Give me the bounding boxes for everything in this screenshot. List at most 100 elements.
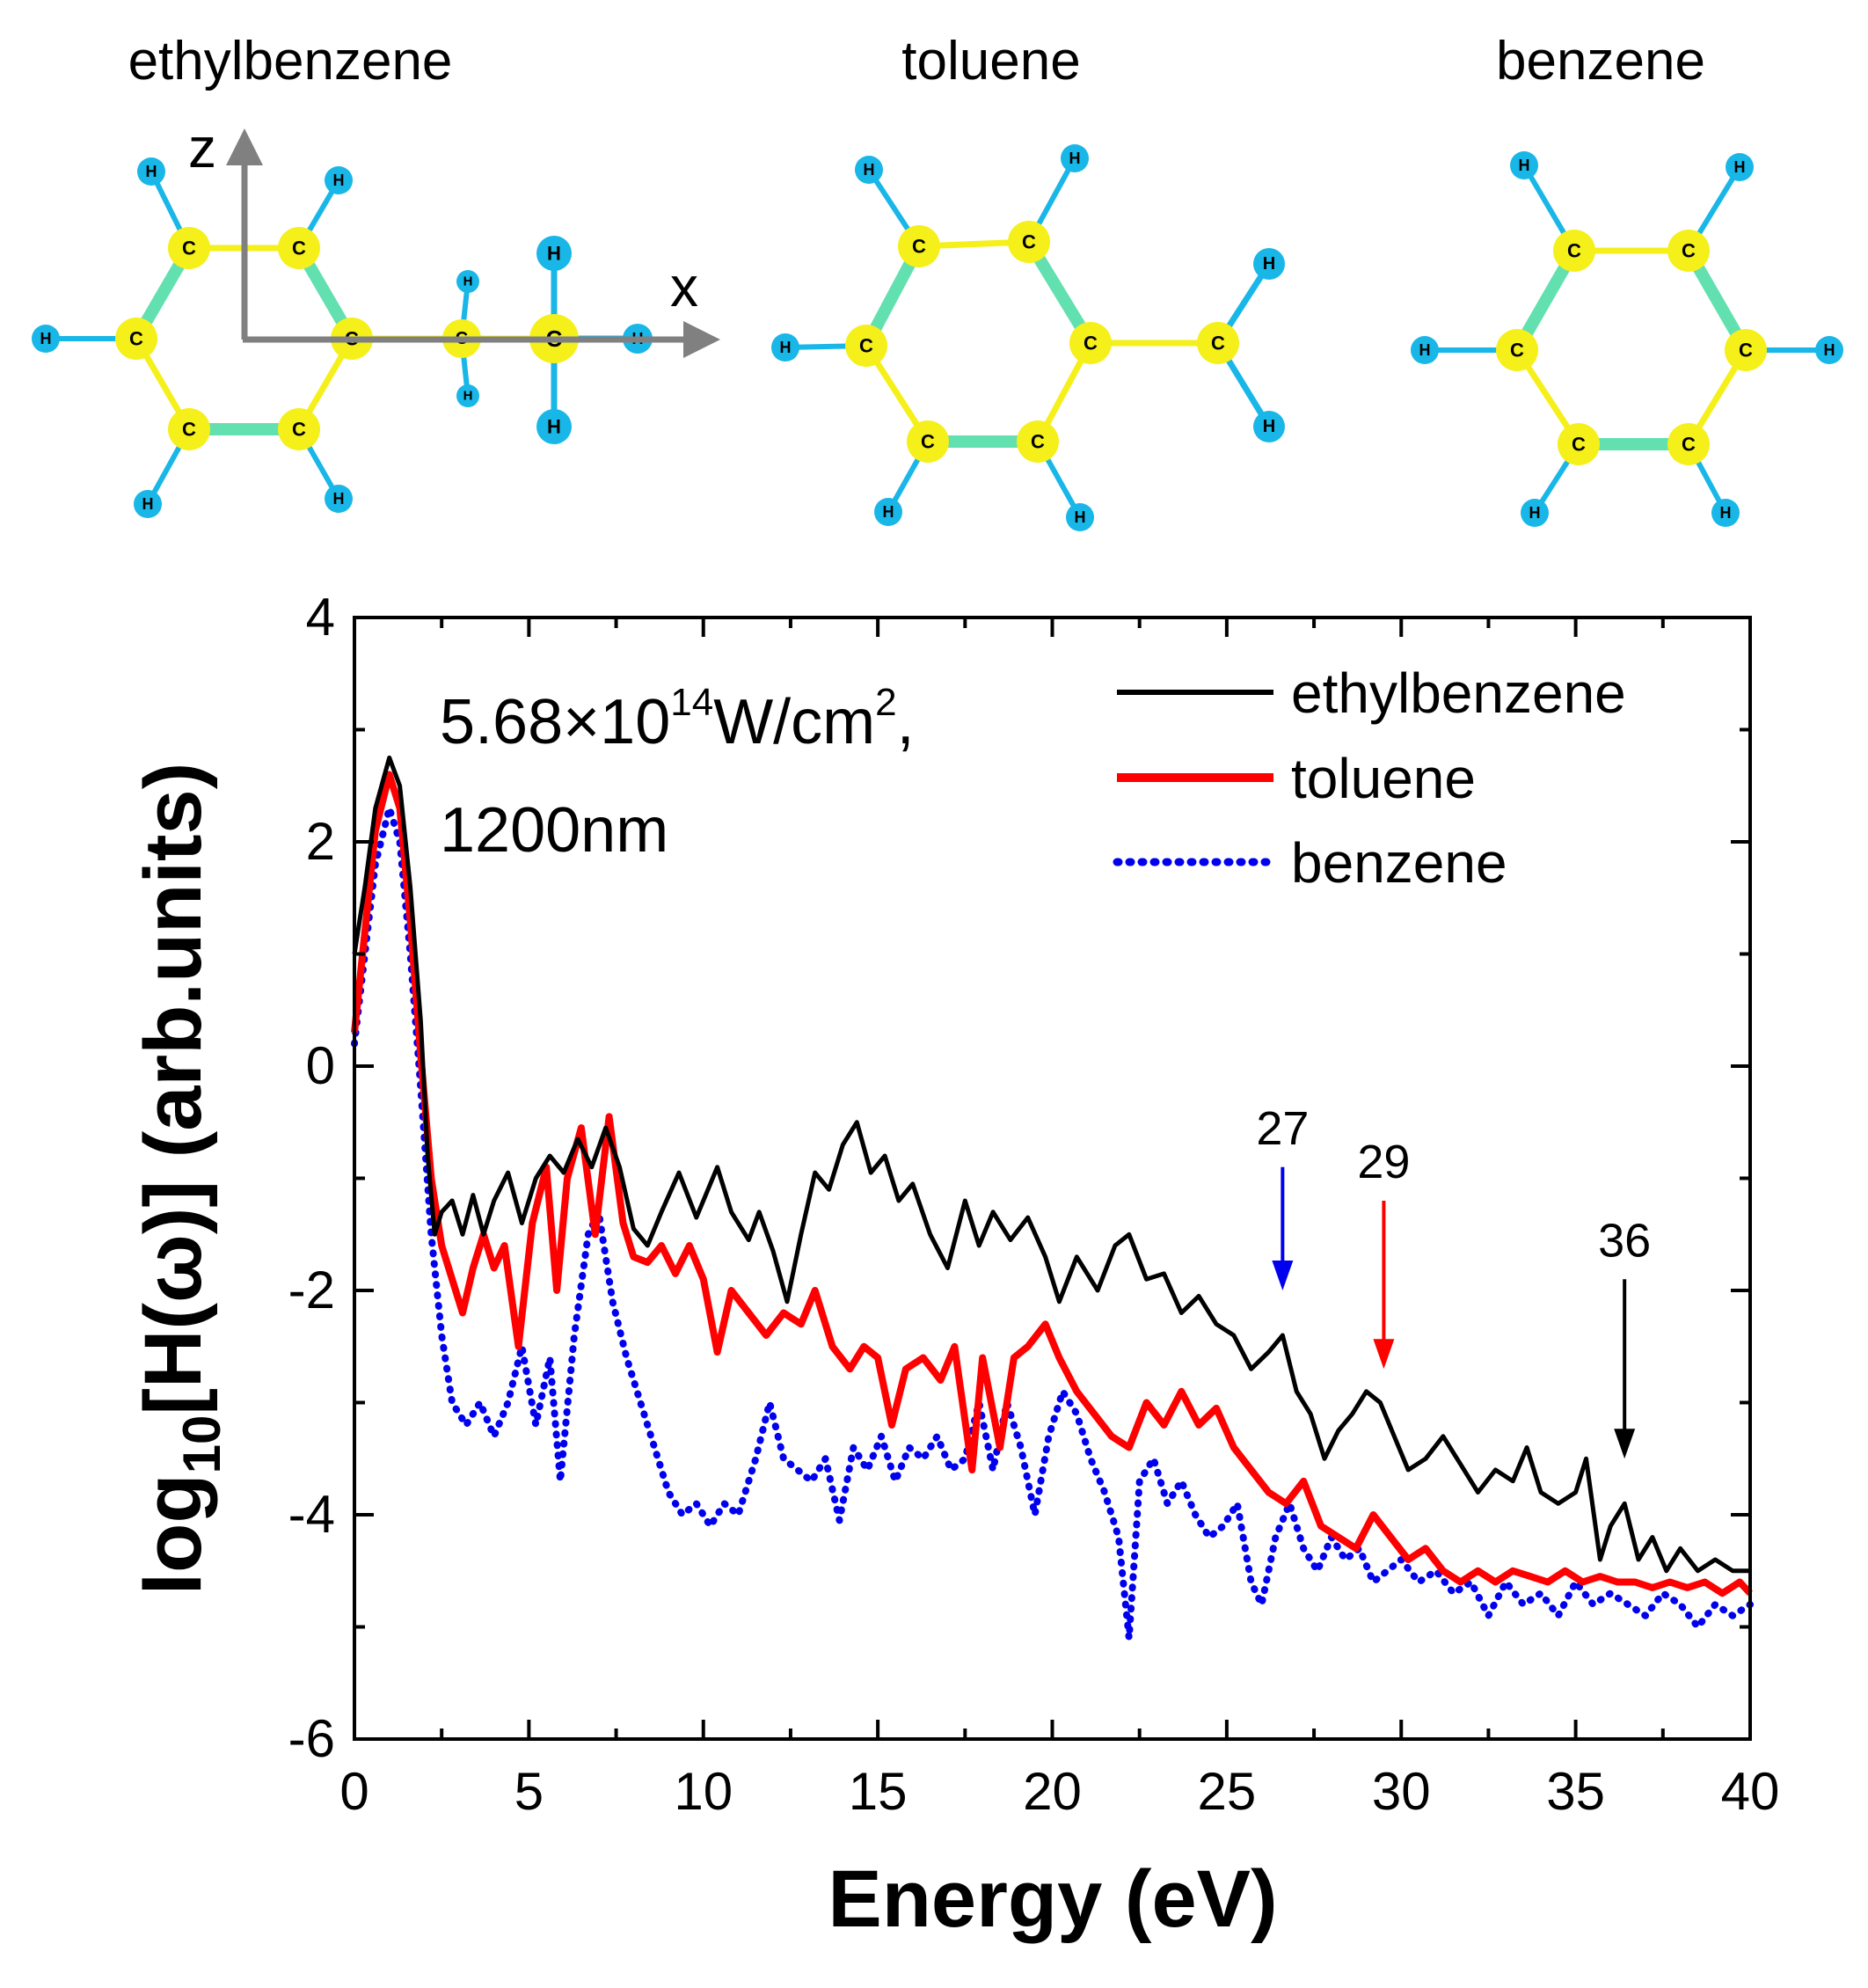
atom-carbon: C <box>1197 322 1239 364</box>
atom-hydrogen: H <box>536 236 572 271</box>
atom-hydrogen: H <box>1253 248 1285 280</box>
atom-hydrogen: H <box>536 409 572 444</box>
atom-hydrogen: H <box>32 325 60 353</box>
svg-text:H: H <box>1529 504 1541 522</box>
svg-text:C: C <box>1682 434 1696 456</box>
y-axis-title: log10[H(ω)] (arb.units) <box>128 763 231 1596</box>
molecule-title-benzene: benzene <box>1496 31 1705 91</box>
atom-carbon: C <box>1008 221 1050 263</box>
svg-text:H: H <box>1720 504 1732 522</box>
x-tick-label: 30 <box>1372 1762 1431 1821</box>
svg-text:H: H <box>1734 158 1746 176</box>
svg-text:H: H <box>333 172 345 189</box>
annotation-comma: , <box>897 687 915 757</box>
hhg-spectrum-chart: 0 5 10 15 20 25 30 35 40 -6 -4 -2 0 2 4 27 29 36 Energy… <box>128 588 1779 1944</box>
y-tick-label: -6 <box>288 1709 335 1768</box>
annotation-unit-exponent: 2 <box>875 681 896 724</box>
atom-carbon: C <box>1017 420 1059 463</box>
svg-text:C: C <box>1022 231 1036 253</box>
atom-carbon: C <box>1496 329 1538 371</box>
x-axis-title: Energy (eV) <box>828 1854 1277 1944</box>
atom-hydrogen: H <box>1510 151 1538 179</box>
atom-carbon: C <box>278 408 320 450</box>
atom-hydrogen: H <box>456 384 479 407</box>
svg-text:C: C <box>1211 333 1225 354</box>
molecule-benzene: C C C C C C H H H H H H <box>1411 151 1843 527</box>
marker-arrow-head <box>1614 1429 1636 1459</box>
x-tick-label: 40 <box>1721 1762 1780 1821</box>
svg-text:H: H <box>547 243 561 265</box>
x-tick-label: 5 <box>514 1762 544 1821</box>
legend-label-benzene: benzene <box>1291 831 1507 895</box>
ticks-layer <box>353 616 1752 1741</box>
svg-text:H: H <box>463 389 473 404</box>
atom-carbon: C <box>115 318 157 360</box>
atom-hydrogen: H <box>456 270 479 293</box>
x-tick-label: 20 <box>1023 1762 1082 1821</box>
annotation-wavelength: 1200nm <box>440 795 668 866</box>
svg-text:C: C <box>292 419 306 441</box>
x-tick-label: 0 <box>339 1762 368 1821</box>
marker-label: 29 <box>1357 1136 1410 1188</box>
legend-label-ethylbenzene: ethylbenzene <box>1291 661 1626 725</box>
z-axis-label: z <box>188 116 216 179</box>
x-tick-label: 15 <box>849 1762 908 1821</box>
svg-text:C: C <box>859 335 873 357</box>
y-axis-title-post: [H(ω)] (arb.units) <box>128 763 218 1415</box>
atom-carbon: C <box>1667 230 1710 272</box>
svg-text:C: C <box>912 236 926 258</box>
svg-text:H: H <box>142 495 154 513</box>
svg-text:H: H <box>463 274 473 289</box>
svg-text:H: H <box>1263 254 1275 274</box>
y-tick-label: 4 <box>306 588 335 647</box>
annotation-mantissa: 5.68×10 <box>440 687 670 757</box>
svg-text:H: H <box>864 161 875 179</box>
atom-carbon: C <box>1069 322 1112 364</box>
y-axis-title-sub: 10 <box>172 1415 231 1474</box>
svg-text:C: C <box>1739 340 1753 362</box>
annotation-intensity: 5.68×1014W/cm2, <box>440 681 915 757</box>
atom-carbon: C <box>1725 329 1767 371</box>
atom-hydrogen: H <box>1061 144 1089 172</box>
atom-carbon: C <box>1558 423 1600 465</box>
atom-hydrogen: H <box>855 156 883 184</box>
legend: ethylbenzene toluene benzene <box>1113 661 1626 895</box>
svg-text:C: C <box>1031 431 1045 453</box>
atom-carbon: C <box>168 408 210 450</box>
legend-label-toluene: toluene <box>1291 747 1476 810</box>
atom-hydrogen: H <box>771 333 799 362</box>
annotation-unit: W/cm <box>713 687 875 757</box>
svg-text:H: H <box>1824 341 1835 359</box>
x-tick-labels: 0 5 10 15 20 25 30 35 40 <box>339 1762 1779 1821</box>
svg-text:C: C <box>1572 434 1586 456</box>
svg-text:C: C <box>292 238 306 259</box>
marker-label: 36 <box>1598 1214 1651 1267</box>
x-tick-label: 25 <box>1198 1762 1257 1821</box>
atom-hydrogen: H <box>1521 499 1549 527</box>
x-tick-label: 35 <box>1546 1762 1605 1821</box>
svg-text:C: C <box>1682 240 1696 262</box>
atom-carbon: C <box>1553 230 1595 272</box>
svg-text:C: C <box>1084 333 1098 354</box>
molecule-toluene: C C C C C C C H H H H H H H <box>771 144 1285 531</box>
marker-label: 27 <box>1256 1102 1309 1155</box>
atom-carbon: C <box>907 420 949 463</box>
markers-layer: 27 29 36 <box>1256 1102 1651 1459</box>
y-axis-title-pre: log <box>128 1473 218 1595</box>
svg-text:C: C <box>921 431 935 453</box>
molecule-title-toluene: toluene <box>901 31 1080 91</box>
atom-hydrogen: H <box>1411 336 1439 364</box>
atom-carbon: C <box>278 227 320 269</box>
atom-hydrogen: H <box>874 498 902 526</box>
svg-text:H: H <box>146 163 157 180</box>
series-line-ethylbenzene <box>352 755 1750 1574</box>
svg-text:C: C <box>1510 340 1524 362</box>
svg-text:H: H <box>547 416 561 438</box>
svg-text:H: H <box>1075 508 1086 526</box>
molecule-title-ethylbenzene: ethylbenzene <box>128 31 453 91</box>
atom-hydrogen: H <box>1066 503 1094 531</box>
y-tick-label: -2 <box>288 1261 335 1319</box>
x-axis-label: x <box>670 255 698 318</box>
svg-text:H: H <box>1519 157 1530 174</box>
